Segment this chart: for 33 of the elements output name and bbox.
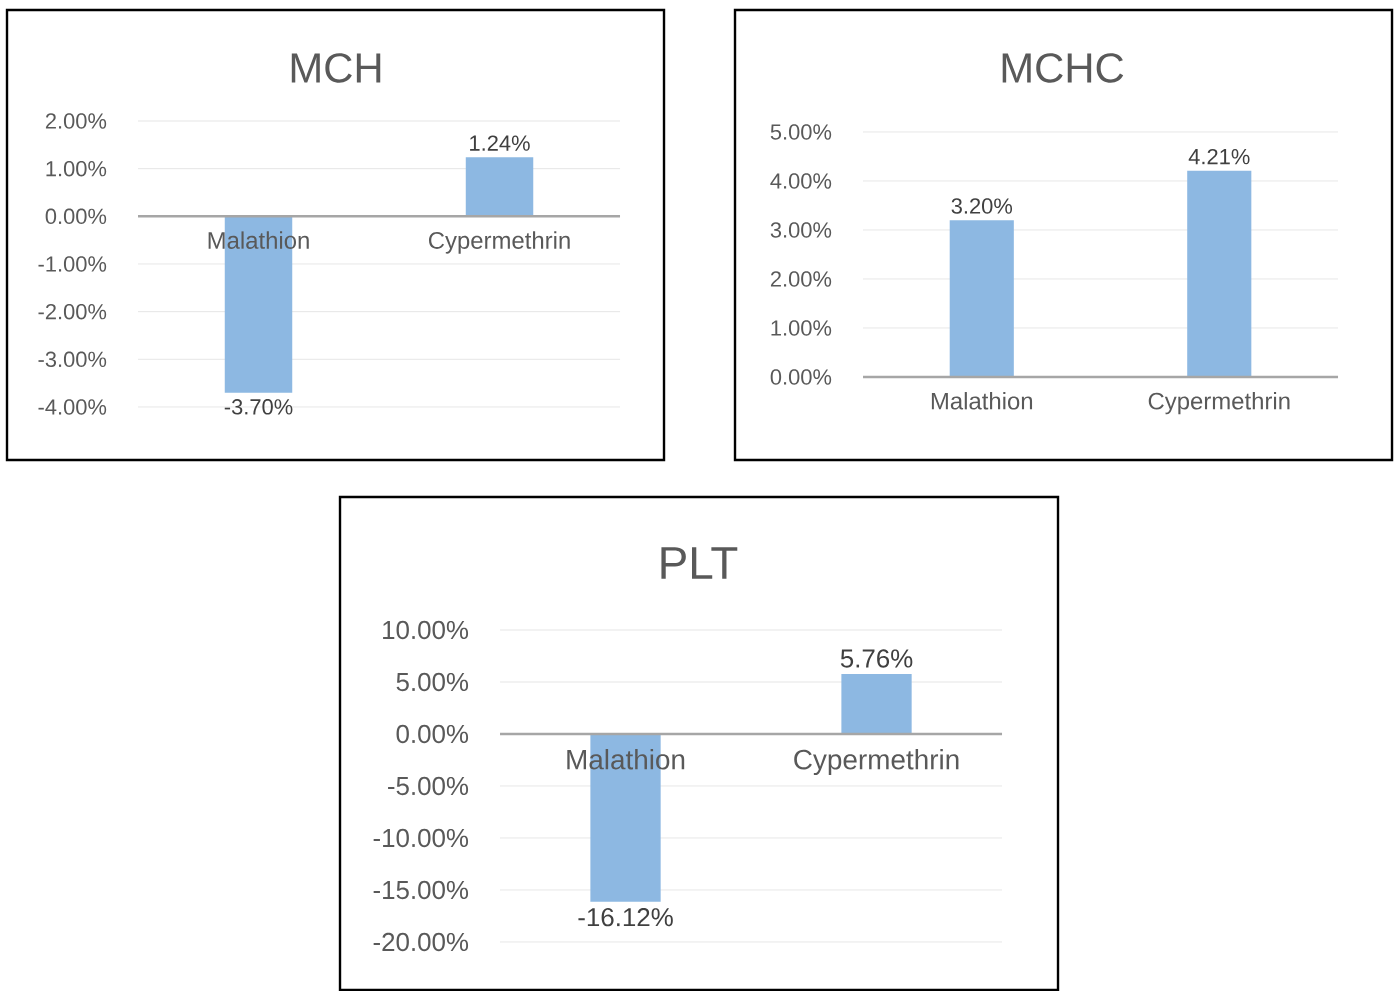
y-tick-label: 5.00% xyxy=(396,672,469,692)
data-label: 4.21% xyxy=(1188,148,1250,165)
y-tick-label: -3.00% xyxy=(38,351,107,367)
y-tick-label: -5.00% xyxy=(388,776,469,796)
x-tick-label: Cypermethrin xyxy=(794,748,959,775)
y-tick-label: -1.00% xyxy=(38,256,107,272)
chart-title: PLT xyxy=(661,547,738,579)
y-tick-label: 0.00% xyxy=(396,724,469,744)
data-label: 1.24% xyxy=(470,135,530,151)
y-tick-label: -10.00% xyxy=(373,828,469,848)
y-tick-label: 0.00% xyxy=(45,208,107,224)
x-tick-label: Malathion xyxy=(931,391,1033,410)
y-tick-label: 4.00% xyxy=(770,173,832,189)
y-tick-label: 2.00% xyxy=(45,113,107,129)
y-tick-label: -2.00% xyxy=(38,303,107,320)
y-tick-label: 10.00% xyxy=(383,620,469,640)
y-tick-label: 3.00% xyxy=(770,222,832,238)
y-tick-label: -4.00% xyxy=(38,399,107,415)
chart-title: MCH xyxy=(291,53,381,83)
data-label: 5.76% xyxy=(840,649,913,668)
x-tick-label: Cypermethrin xyxy=(428,231,570,254)
data-label: -16.12% xyxy=(578,907,673,927)
y-tick-label: 1.00% xyxy=(771,320,832,336)
data-label: -3.70% xyxy=(224,399,293,415)
y-tick-label: 1.00% xyxy=(46,160,107,177)
y-tick-label: -15.00% xyxy=(373,880,469,900)
x-tick-label: Cypermethrin xyxy=(1148,391,1290,415)
chart-title: MCHC xyxy=(1002,53,1124,83)
data-label: 3.20% xyxy=(951,198,1013,214)
y-tick-label: 2.00% xyxy=(770,271,832,287)
y-tick-label: 5.00% xyxy=(770,124,832,140)
y-tick-label: -20.00% xyxy=(373,932,469,952)
y-tick-label: 0.00% xyxy=(770,369,832,385)
